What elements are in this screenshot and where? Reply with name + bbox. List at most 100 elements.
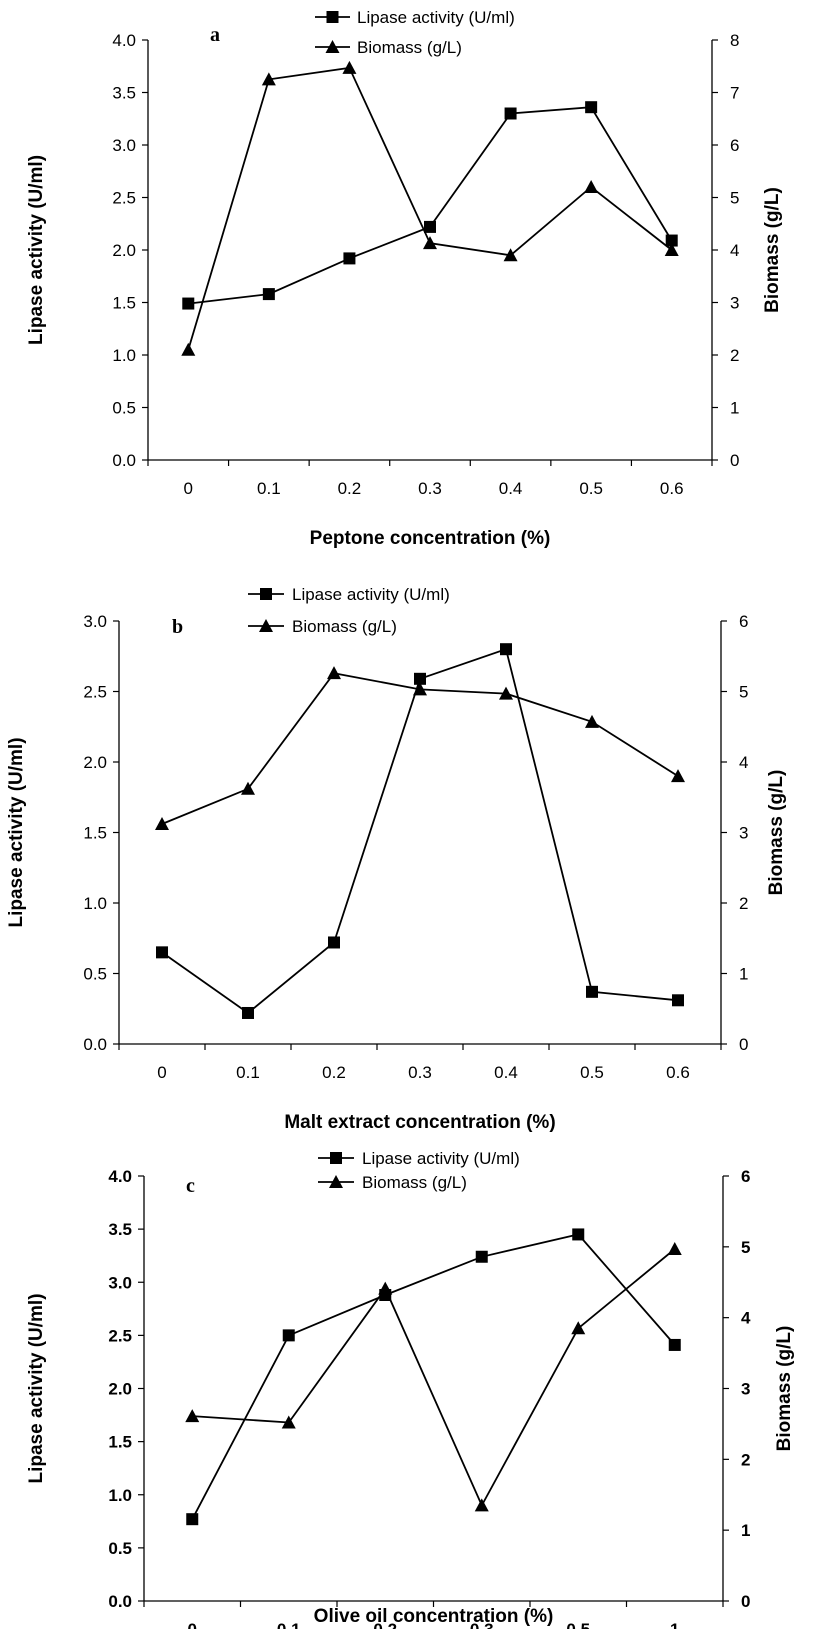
lipase-point <box>242 1006 254 1019</box>
right-axis-title: Biomass (g/L) <box>766 770 787 896</box>
chart-panel-a: 0.0 0.5 1.0 1.5 2.0 2.5 3.0 3.5 4.0 0 1 2 3 4 5 6 7 8 0 0.1… <box>26 8 783 549</box>
biomass-point <box>503 248 518 262</box>
x-tick-label: 0.3 <box>470 1620 494 1629</box>
left-tick-label: 3.0 <box>112 136 136 155</box>
panel-letter: c <box>186 1175 195 1197</box>
left-tick-label: 2.5 <box>108 1326 132 1345</box>
biomass-point <box>185 1409 200 1423</box>
series-line-0 <box>191 1233 676 1520</box>
lipase-point <box>586 985 598 998</box>
biomass-point <box>241 781 255 795</box>
left-axis-title: Lipase activity (U/ml) <box>6 737 27 927</box>
legend-square-marker <box>260 588 272 600</box>
biomass-point <box>664 243 679 256</box>
lipase-point <box>572 1228 585 1241</box>
right-tick-label: 4 <box>730 241 739 260</box>
lipase-point <box>186 1513 199 1526</box>
biomass-point <box>474 1498 489 1512</box>
x-tick-label: 0.5 <box>580 1063 604 1082</box>
panel-letter: a <box>210 24 220 46</box>
biomass-point <box>327 666 341 680</box>
lipase-point <box>504 107 517 120</box>
x-tick-label: 0 <box>188 1620 197 1629</box>
biomass-point <box>281 1415 296 1429</box>
panel-letter: b <box>172 616 183 638</box>
right-tick-label: 4 <box>739 753 748 772</box>
lipase-point <box>343 252 356 265</box>
series-line-0 <box>188 106 673 305</box>
biomass-point <box>261 72 276 86</box>
lipase-point <box>262 288 275 301</box>
chart-panel-b: 0.0 0.5 1.0 1.5 2.0 2.5 3.0 0 1 2 3 4 5 6 0 0.1 0.2 0.3 0.… <box>6 585 787 1133</box>
legend-label: Biomass (g/L) <box>292 617 397 636</box>
left-tick-label: 2.0 <box>112 241 136 260</box>
biomass-point <box>423 236 437 250</box>
x-tick-label: 0.4 <box>494 1063 518 1082</box>
lipase-point <box>182 297 195 310</box>
biomass-point <box>499 686 513 700</box>
lipase-point <box>414 672 426 685</box>
x-tick-label: 0.4 <box>499 479 523 498</box>
left-tick-label: 1.5 <box>108 1433 132 1452</box>
legend-label: Biomass (g/L) <box>362 1173 467 1192</box>
left-tick-label: 1.0 <box>108 1486 132 1505</box>
left-axis-title: Lipase activity (U/ml) <box>26 155 47 345</box>
left-axis-title: Lipase activity (U/ml) <box>26 1293 47 1483</box>
legend-square-marker <box>326 11 339 23</box>
right-tick-label: 0 <box>739 1035 748 1054</box>
right-tick-label: 2 <box>730 346 739 365</box>
biomass-point <box>181 342 196 356</box>
biomass-point <box>342 60 357 74</box>
legend-triangle-marker <box>329 1175 343 1188</box>
biomass-point <box>413 682 427 696</box>
biomass-point <box>584 180 599 193</box>
x-axis-title: Malt extract concentration (%) <box>284 1112 555 1133</box>
left-tick-label: 1.5 <box>83 824 107 843</box>
lipase-point <box>475 1250 488 1263</box>
lipase-point <box>665 234 678 247</box>
right-tick-label: 4 <box>741 1309 751 1328</box>
right-tick-label: 2 <box>741 1450 750 1469</box>
chart-panel-c: 0.0 0.5 1.0 1.5 2.0 2.5 3.0 3.5 4.0 0 1 2 3 4 5 6 0 0.1 0.… <box>26 1149 795 1629</box>
legend-triangle-marker <box>325 40 340 53</box>
legend-label: Lipase activity (U/ml) <box>362 1149 520 1168</box>
legend-square-marker <box>330 1152 342 1164</box>
right-tick-label: 3 <box>739 824 748 843</box>
x-tick-label: 0.6 <box>666 1063 690 1082</box>
right-axis-title: Biomass (g/L) <box>762 187 783 313</box>
right-tick-label: 1 <box>730 399 739 418</box>
lipase-point <box>328 936 340 949</box>
x-axis-title: Peptone concentration (%) <box>310 528 551 549</box>
lipase-point <box>282 1329 295 1342</box>
right-tick-label: 8 <box>730 31 739 50</box>
left-tick-label: 2.5 <box>83 683 107 702</box>
left-tick-label: 0.0 <box>108 1592 132 1611</box>
biomass-point <box>571 1321 586 1335</box>
left-tick-label: 2.0 <box>83 753 107 772</box>
biomass-point <box>155 817 169 831</box>
right-tick-label: 2 <box>739 894 748 913</box>
x-tick-label: 0.5 <box>566 1620 590 1629</box>
right-tick-label: 6 <box>730 136 739 155</box>
series-line-1 <box>187 66 673 351</box>
left-tick-label: 0.5 <box>83 965 107 984</box>
left-tick-label: 3.5 <box>112 84 136 103</box>
series-line-0 <box>161 648 679 1015</box>
right-tick-label: 7 <box>730 84 739 103</box>
lipase-point <box>668 1338 681 1351</box>
legend-label: Lipase activity (U/ml) <box>357 8 515 27</box>
right-tick-label: 0 <box>730 451 739 470</box>
left-tick-label: 1.0 <box>83 894 107 913</box>
x-tick-label: 1 <box>670 1620 679 1629</box>
biomass-point <box>378 1281 393 1295</box>
lipase-point <box>500 643 512 656</box>
x-tick-label: 0.1 <box>277 1620 301 1629</box>
left-tick-label: 3.0 <box>108 1273 132 1292</box>
legend-label: Lipase activity (U/ml) <box>292 585 450 604</box>
right-tick-label: 1 <box>739 965 748 984</box>
right-tick-label: 3 <box>741 1380 750 1399</box>
biomass-point <box>667 1241 682 1255</box>
right-tick-label: 5 <box>730 189 739 208</box>
left-tick-label: 0.5 <box>112 399 136 418</box>
